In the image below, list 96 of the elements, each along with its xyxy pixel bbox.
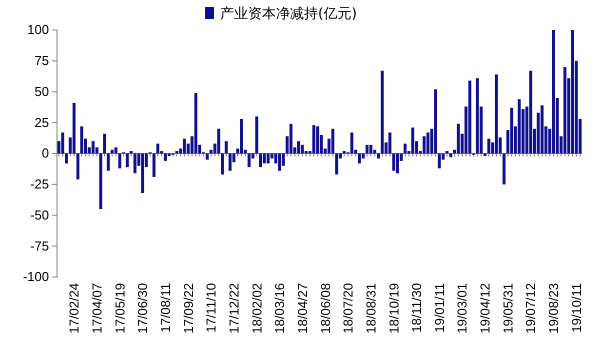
bar xyxy=(99,154,102,210)
bar xyxy=(552,30,555,154)
x-tick-label: 17/06/30 xyxy=(135,283,150,334)
x-tick-label: 17/02/24 xyxy=(66,283,82,334)
bar xyxy=(331,128,334,154)
bar xyxy=(240,118,243,154)
bar xyxy=(224,141,228,154)
bar xyxy=(248,154,251,168)
bar xyxy=(540,105,544,154)
x-tick-label: 17/12/22 xyxy=(226,283,242,334)
bar xyxy=(80,126,84,154)
bar xyxy=(369,144,372,154)
bar xyxy=(502,154,506,184)
bar xyxy=(64,154,68,164)
legend-label: 产业资本净减持(亿元) xyxy=(220,6,357,22)
x-tick-label: 17/09/22 xyxy=(180,283,196,334)
x-tick-label: 18/11/30 xyxy=(409,283,424,333)
bar xyxy=(278,154,282,171)
bar xyxy=(468,80,472,154)
x-tick-label: 18/06/08 xyxy=(318,283,333,334)
bar xyxy=(316,126,320,154)
bar xyxy=(335,154,338,174)
bar xyxy=(404,144,407,154)
bar xyxy=(114,147,118,154)
x-tick-label: 18/10/19 xyxy=(386,283,402,334)
bar xyxy=(262,154,266,164)
bar xyxy=(259,154,262,168)
bar xyxy=(438,154,441,168)
bar xyxy=(72,102,76,154)
bar xyxy=(76,154,80,180)
bar xyxy=(182,138,186,154)
y-tick-label: 50 xyxy=(34,84,49,99)
bar xyxy=(126,154,129,168)
x-tick-label: 19/08/23 xyxy=(546,283,562,334)
x-tick-label: 18/03/16 xyxy=(272,283,288,334)
y-tick-label: 100 xyxy=(27,22,49,38)
x-tick-label: 19/07/12 xyxy=(523,283,538,334)
bar xyxy=(396,154,399,174)
bar xyxy=(358,154,361,164)
x-tick-label: 17/05/19 xyxy=(112,283,128,334)
bar xyxy=(563,67,566,154)
bar xyxy=(255,116,258,154)
bar xyxy=(217,128,220,154)
bar xyxy=(152,154,156,177)
x-tick-label: 19/04/12 xyxy=(478,283,493,334)
bar xyxy=(300,144,304,154)
bar xyxy=(133,154,136,174)
bar xyxy=(494,74,498,154)
bar xyxy=(103,134,106,154)
x-tick-label: 19/05/31 xyxy=(500,283,516,334)
bar xyxy=(487,138,490,154)
bar xyxy=(434,89,438,154)
bar xyxy=(228,154,232,171)
bar xyxy=(422,136,426,154)
x-tick-label: 18/04/27 xyxy=(294,283,310,334)
x-tick-label: 19/01/11 xyxy=(432,283,447,333)
bar xyxy=(426,132,430,154)
x-tick-label: 17/11/10 xyxy=(204,283,219,333)
bar xyxy=(164,154,167,161)
x-tick-label: 17/04/07 xyxy=(89,283,104,334)
bar xyxy=(380,70,384,154)
y-tick-label: 25 xyxy=(34,114,49,130)
y-tick-label: -25 xyxy=(30,176,49,192)
bar xyxy=(220,154,224,174)
bar xyxy=(476,78,479,154)
bar xyxy=(297,141,300,154)
bar xyxy=(510,108,514,154)
y-tick-label: -100 xyxy=(22,269,49,284)
bar xyxy=(141,154,144,194)
bar xyxy=(92,141,95,154)
bar xyxy=(194,92,198,154)
bar xyxy=(571,30,574,154)
y-tick-label: -50 xyxy=(30,207,49,222)
bar xyxy=(366,144,369,154)
y-tick-label: 0 xyxy=(42,146,49,161)
x-tick-label: 18/02/02 xyxy=(249,283,264,334)
x-tick-label: 19/10/11 xyxy=(568,283,584,333)
bar xyxy=(411,128,414,154)
x-tick-label: 18/08/31 xyxy=(363,283,378,334)
bar xyxy=(106,154,110,171)
bar xyxy=(312,125,316,154)
bar xyxy=(289,124,292,154)
bar xyxy=(392,154,396,171)
bar xyxy=(61,132,64,154)
bar xyxy=(266,154,270,164)
bar xyxy=(110,150,114,154)
bar xyxy=(388,132,392,154)
bar xyxy=(350,132,354,154)
bar xyxy=(156,144,160,154)
x-tick-label: 17/08/11 xyxy=(158,283,173,333)
bar xyxy=(529,70,532,154)
x-tick-label: 18/07/20 xyxy=(340,283,356,334)
y-tick-label: 75 xyxy=(34,53,49,68)
bar xyxy=(456,124,460,154)
x-tick-label: 19/03/01 xyxy=(454,283,470,334)
y-tick-label: -75 xyxy=(30,238,49,254)
